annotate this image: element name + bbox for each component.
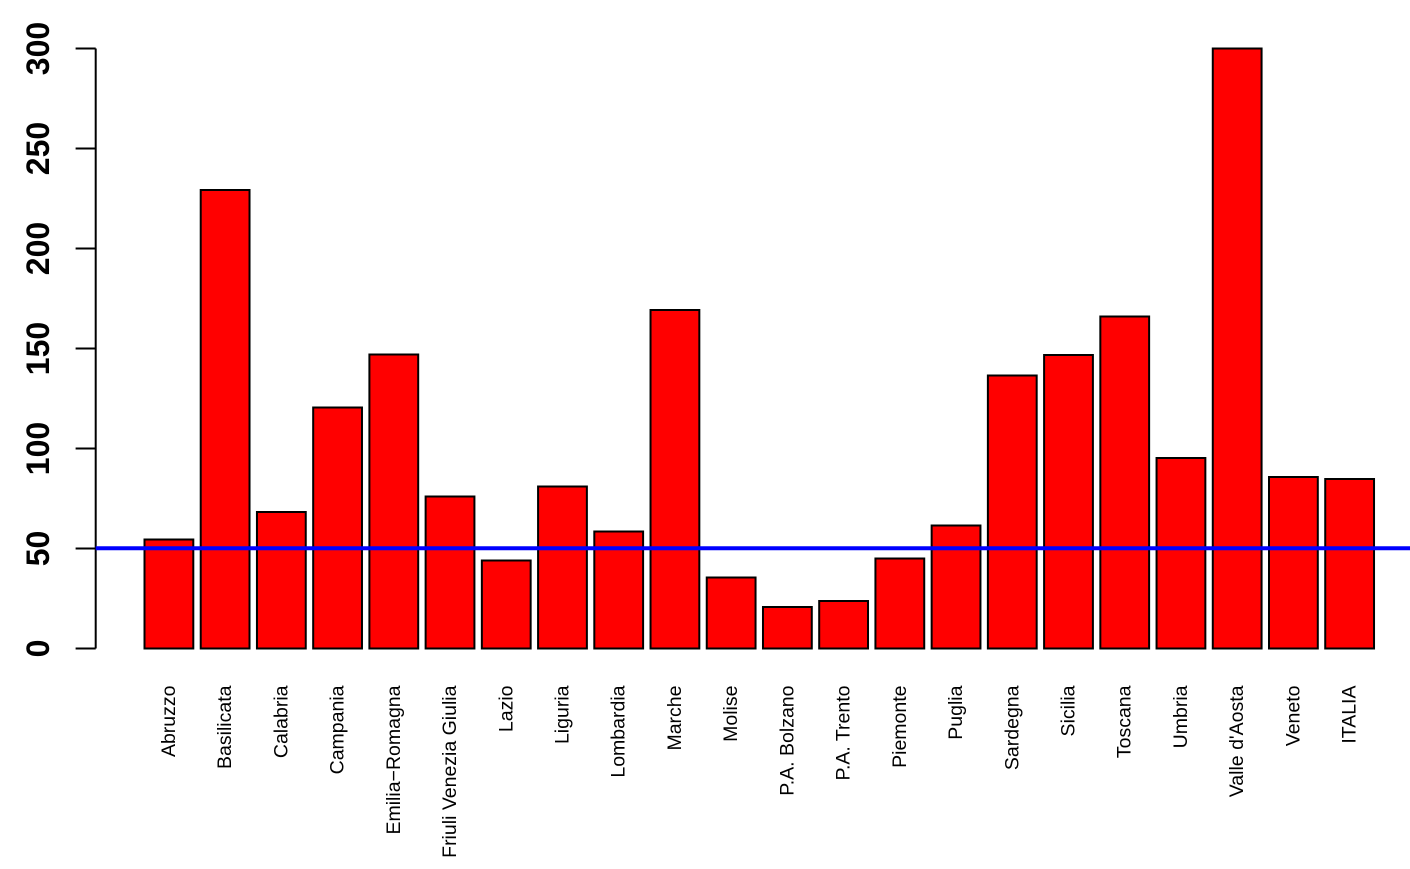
svg-text:Friuli Venezia Giulia: Friuli Venezia Giulia [439,685,461,857]
svg-text:200: 200 [20,222,56,275]
svg-text:0: 0 [20,640,56,658]
svg-text:Lombardia: Lombardia [608,685,630,777]
svg-text:Piemonte: Piemonte [889,686,911,768]
svg-text:P.A. Trento: P.A. Trento [833,685,855,780]
svg-text:250: 250 [20,122,56,175]
svg-text:Liguria: Liguria [551,685,573,744]
svg-text:Calabria: Calabria [270,685,292,758]
svg-text:Lazio: Lazio [495,685,517,732]
svg-text:Sardegna: Sardegna [1001,685,1023,770]
svg-text:Molise: Molise [720,686,742,742]
svg-text:300: 300 [20,22,56,75]
svg-text:Umbria: Umbria [1170,685,1192,748]
svg-text:P.A. Bolzano: P.A. Bolzano [776,685,798,795]
svg-text:150: 150 [20,322,56,375]
svg-text:ITALIA: ITALIA [1339,686,1361,744]
svg-text:Emilia−Romagna: Emilia−Romagna [383,685,405,834]
svg-text:100: 100 [20,422,56,475]
svg-text:Puglia: Puglia [945,685,967,739]
svg-text:Veneto: Veneto [1282,685,1304,746]
svg-text:Toscana: Toscana [1114,685,1136,758]
svg-text:Sicilia: Sicilia [1058,685,1080,736]
svg-text:Basilicata: Basilicata [214,685,236,769]
svg-text:Campania: Campania [327,685,349,774]
svg-text:50: 50 [20,531,56,567]
svg-text:Marche: Marche [664,686,686,751]
svg-text:Abruzzo: Abruzzo [158,685,180,757]
svg-text:Valle d'Aosta: Valle d'Aosta [1226,685,1248,797]
